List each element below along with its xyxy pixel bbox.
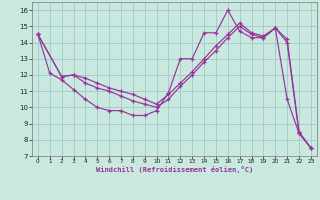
X-axis label: Windchill (Refroidissement éolien,°C): Windchill (Refroidissement éolien,°C) (96, 166, 253, 173)
